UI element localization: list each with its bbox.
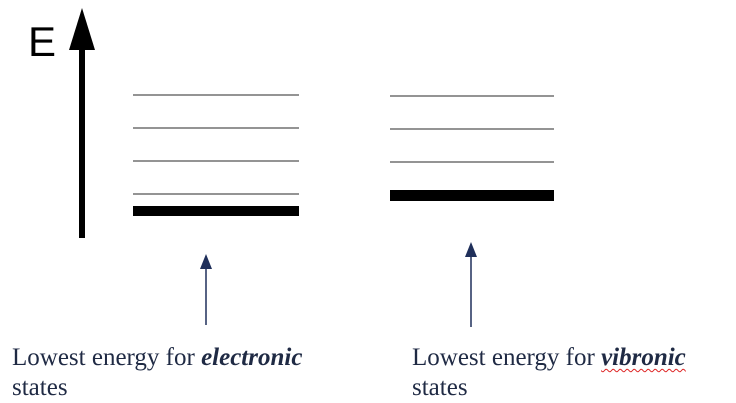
vibronic-pointer-head bbox=[465, 242, 477, 257]
electronic-ground-level bbox=[133, 206, 299, 216]
electronic-pointer-arrow bbox=[200, 254, 212, 325]
vibronic-caption-line1: Lowest energy for vibronic bbox=[412, 343, 686, 373]
electronic-pointer-head bbox=[200, 254, 212, 269]
vibronic-pointer-arrow bbox=[465, 242, 477, 327]
vibronic-caption: Lowest energy for vibronic states bbox=[412, 343, 686, 403]
electronic-caption: Lowest energy for electronic states bbox=[12, 343, 302, 403]
energy-axis-label: E bbox=[28, 18, 56, 65]
vibronic-ground-level bbox=[390, 190, 554, 201]
vibronic-caption-line2: states bbox=[412, 374, 468, 401]
energy-axis-arrowhead bbox=[69, 8, 95, 50]
electronic-caption-line2: states bbox=[12, 374, 68, 401]
electronic-ladder bbox=[133, 94, 299, 216]
electronic-caption-emphasis: electronic bbox=[201, 344, 303, 371]
energy-axis: E bbox=[28, 8, 95, 238]
vibronic-caption-emphasis: vibronic bbox=[601, 344, 686, 371]
vibronic-caption-prefix: Lowest energy for bbox=[412, 344, 602, 371]
vibronic-ladder bbox=[390, 95, 554, 201]
electronic-caption-line1: Lowest energy for electronic bbox=[12, 343, 302, 373]
electronic-caption-prefix: Lowest energy for bbox=[12, 344, 202, 371]
